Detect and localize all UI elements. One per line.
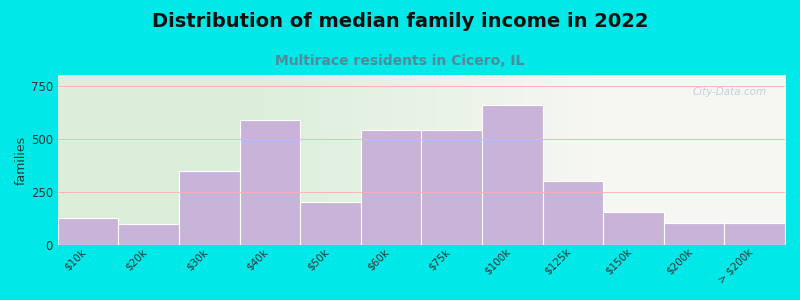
Bar	[725, 223, 785, 245]
Bar	[240, 120, 300, 245]
Bar	[603, 212, 664, 245]
Bar	[58, 218, 118, 245]
Text: Distribution of median family income in 2022: Distribution of median family income in …	[152, 12, 648, 31]
Bar	[300, 202, 361, 245]
Bar	[542, 182, 603, 245]
Bar	[422, 130, 482, 245]
Text: Multirace residents in Cicero, IL: Multirace residents in Cicero, IL	[275, 54, 525, 68]
Text: City-Data.com: City-Data.com	[693, 87, 767, 97]
Bar	[482, 105, 542, 245]
Bar	[118, 224, 179, 245]
Bar	[664, 223, 725, 245]
Bar	[361, 130, 422, 245]
Y-axis label: families: families	[15, 136, 28, 184]
Bar	[179, 171, 240, 245]
